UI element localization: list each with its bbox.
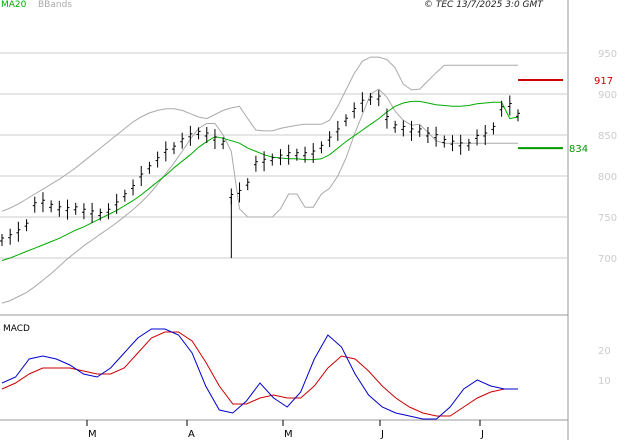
resistance-level-label: 917 xyxy=(594,76,613,87)
price-tick-label: 850 xyxy=(598,131,617,142)
macd-title: MACD xyxy=(3,324,30,334)
macd-signal-line xyxy=(1,331,518,417)
ma20-line xyxy=(1,100,519,261)
month-label: M xyxy=(88,429,97,440)
price-tick-label: 800 xyxy=(598,172,617,183)
legend-ma20: MA20 xyxy=(1,0,27,10)
credit-text: © TEC 13/7/2025 3:0 GMT xyxy=(424,0,543,10)
price-tick-label: 750 xyxy=(598,213,617,224)
macd-line xyxy=(1,328,518,420)
month-label: J xyxy=(380,429,384,440)
legend-bbands: BBands xyxy=(38,0,72,10)
price-tick-label: 950 xyxy=(598,49,617,60)
month-label: J xyxy=(480,429,484,440)
month-label: A xyxy=(188,429,195,440)
price-tick-label: 900 xyxy=(598,90,617,101)
month-label: M xyxy=(284,429,293,440)
price-tick-label: 700 xyxy=(598,254,617,265)
bband-upper-line xyxy=(1,56,518,212)
macd-tick-label: 20 xyxy=(598,346,611,357)
support-level-label: 834 xyxy=(569,144,588,155)
macd-tick-label: 10 xyxy=(598,376,611,387)
bband-lower-line xyxy=(1,88,518,304)
